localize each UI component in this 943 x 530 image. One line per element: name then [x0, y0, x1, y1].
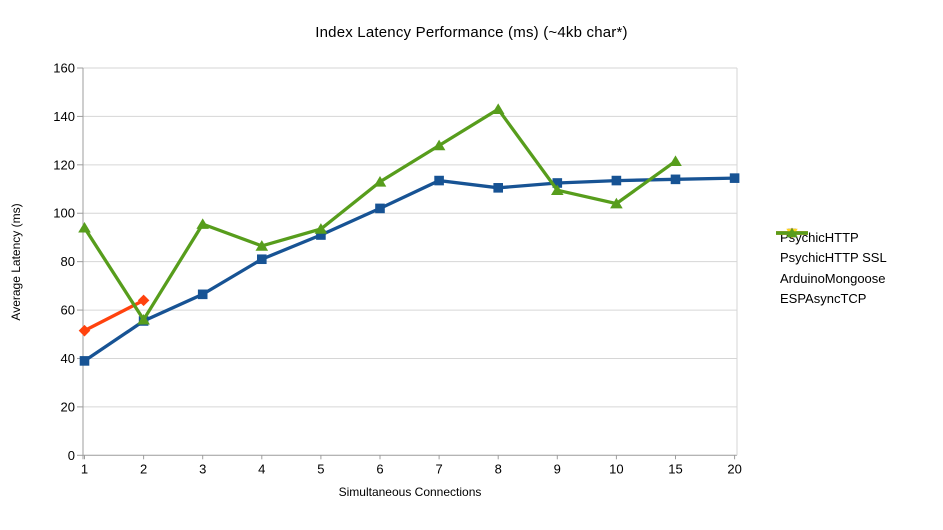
x-tick-label: 15: [668, 461, 682, 476]
data-point-marker: [255, 240, 269, 251]
data-point-marker: [434, 175, 444, 186]
data-point-marker: [670, 174, 681, 185]
x-tick-label: 2: [140, 461, 147, 476]
data-point-marker: [610, 197, 623, 209]
series-line-psychichttp: [83, 176, 735, 363]
series-line-espasynctcp: [83, 106, 677, 323]
data-point-marker: [373, 175, 387, 187]
x-tick-label: 20: [727, 461, 741, 476]
data-point-marker: [611, 175, 622, 186]
data-point-marker: [78, 324, 91, 337]
chart-title: Index Latency Performance (ms) (~4kb cha…: [315, 24, 628, 41]
x-tick-label: 6: [376, 461, 383, 476]
x-axis-title: Simultaneous Connections: [338, 485, 482, 499]
data-point-marker: [197, 289, 208, 300]
y-tick-label: 80: [61, 254, 75, 269]
data-point-marker: [491, 103, 505, 114]
data-point-marker: [669, 155, 682, 166]
series-markers-psychichttp: [79, 173, 740, 366]
legend: PsychicHTTP PsychicHTTP SSL ArduinoMongoos…: [776, 227, 887, 309]
y-tick-label: 0: [68, 448, 75, 463]
data-point-marker: [375, 203, 385, 214]
data-point-marker: [729, 173, 740, 183]
data-point-marker: [137, 313, 150, 325]
y-tick-label: 120: [53, 157, 75, 172]
data-point-marker: [314, 223, 328, 234]
series-markers-espasynctcp: [78, 103, 682, 325]
y-tick-label: 60: [61, 303, 75, 318]
legend-item-espasynctcp: ESPAsyncTCP: [776, 227, 887, 310]
x-tick-label: 3: [199, 461, 206, 476]
x-tick-label: 7: [435, 461, 442, 476]
series-markers-psychichttp-ssl: [78, 294, 150, 337]
data-point-marker: [78, 221, 91, 233]
data-point-marker: [196, 218, 209, 229]
data-point-marker: [257, 254, 267, 265]
legend-swatch-triangle-up-icon: [776, 227, 808, 238]
y-tick-label: 100: [53, 206, 75, 221]
y-tick-label: 20: [61, 399, 75, 414]
x-tick-label: 10: [609, 461, 623, 476]
data-point-marker: [551, 184, 564, 196]
data-point-marker: [493, 183, 503, 193]
y-tick-label: 40: [61, 351, 75, 366]
x-tick-label: 5: [317, 461, 324, 476]
legend-label: ArduinoMongoose: [780, 270, 886, 286]
y-tick-label: 160: [53, 61, 75, 76]
x-tick-label: 1: [81, 461, 88, 476]
y-tick-label: 140: [53, 109, 75, 124]
legend-item-psychichttp-ssl: PsychicHTTP SSL: [776, 227, 887, 269]
data-point-marker: [432, 139, 446, 151]
data-point-marker: [79, 356, 90, 366]
x-tick-label: 8: [495, 461, 502, 476]
legend-label: PsychicHTTP SSL: [780, 250, 887, 266]
legend-item-arduinomongoose: ArduinoMongoose: [776, 228, 887, 289]
legend-label: ESPAsyncTCP: [780, 291, 867, 307]
data-point-marker: [137, 294, 150, 307]
x-tick-label: 9: [554, 461, 561, 476]
x-tick-label: 4: [258, 461, 265, 476]
